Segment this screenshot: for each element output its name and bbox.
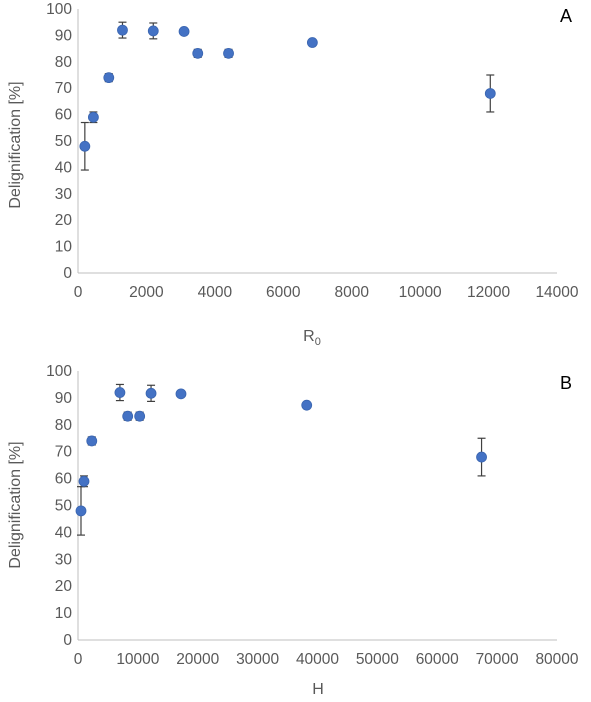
data-point [484,88,496,99]
y-axis-title: Delignification [%] [7,81,24,208]
y-tick-label: 40 [55,159,73,176]
x-tick-label: 12000 [467,284,510,301]
y-tick-label: 30 [55,551,73,568]
x-tick-label: 10000 [116,651,159,668]
x-tick-label: 10000 [399,284,442,301]
panel-label: A [560,6,572,26]
chart-panel-b: B Delignification [%] H 0 10 20 30 40 50 60 70 8… [7,363,579,698]
y-tick-label: 0 [63,632,72,649]
y-tick-label: 20 [55,212,73,229]
data-point [175,388,187,400]
y-axis-title: Delignification [%] [7,441,24,568]
x-axis-title: H [312,681,324,698]
data-point [306,37,318,48]
panel-label: B [560,373,572,393]
x-tick-label: 0 [74,284,83,301]
x-tick-label: 14000 [535,284,578,301]
data-point [223,47,234,59]
x-tick-label: 0 [74,651,83,668]
data-point [476,451,487,463]
data-point [301,399,313,411]
y-tick-label: 70 [55,80,73,97]
data-point [114,387,126,398]
x-tick-label: 70000 [476,651,519,668]
y-tick-label: 80 [55,54,73,71]
x-axis-title: R0 [303,328,321,348]
y-tick-label: 10 [55,239,73,256]
x-tick-label: 50000 [356,651,399,668]
y-tick-label: 100 [46,1,72,18]
y-tick-label: 50 [55,498,73,515]
data-point [79,140,91,152]
data-point [178,26,190,37]
x-axis-title-main: R [303,328,315,345]
y-tick-label: 50 [55,133,73,150]
y-tick-label: 10 [55,605,73,622]
x-axis-title-main: H [312,681,324,698]
data-point [75,505,87,517]
y-tick-label: 30 [55,186,73,203]
x-tick-label: 30000 [236,651,279,668]
y-tick-label: 40 [55,524,73,541]
data-point [78,475,90,487]
y-tick-label: 80 [55,417,73,434]
x-tick-label: 8000 [334,284,369,301]
chart-panel-a: A Delignification [%] R0 010203040506070… [7,1,579,348]
x-tick-label: 4000 [198,284,233,301]
data-point [192,47,204,59]
y-tick-label: 0 [63,265,72,282]
x-tick-label: 80000 [535,651,578,668]
x-axis-title-subscript: 0 [315,336,321,348]
data-point [147,25,159,37]
x-tick-label: 20000 [176,651,219,668]
data-point [103,72,115,84]
y-tick-label: 90 [55,27,73,44]
y-tick-label: 60 [55,107,73,124]
data-point [117,24,128,36]
data-point [134,410,146,422]
data-point [145,387,157,399]
data-point [86,435,98,447]
y-tick-label: 70 [55,444,73,461]
y-tick-label: 60 [55,471,73,488]
x-tick-label: 6000 [266,284,301,301]
x-tick-label: 40000 [296,651,339,668]
y-tick-label: 20 [55,578,73,595]
y-tick-label: 90 [55,390,73,407]
data-point [122,410,134,422]
x-tick-label: 2000 [129,284,164,301]
x-tick-label: 60000 [416,651,459,668]
data-point [87,111,99,123]
y-tick-label: 100 [46,363,72,380]
